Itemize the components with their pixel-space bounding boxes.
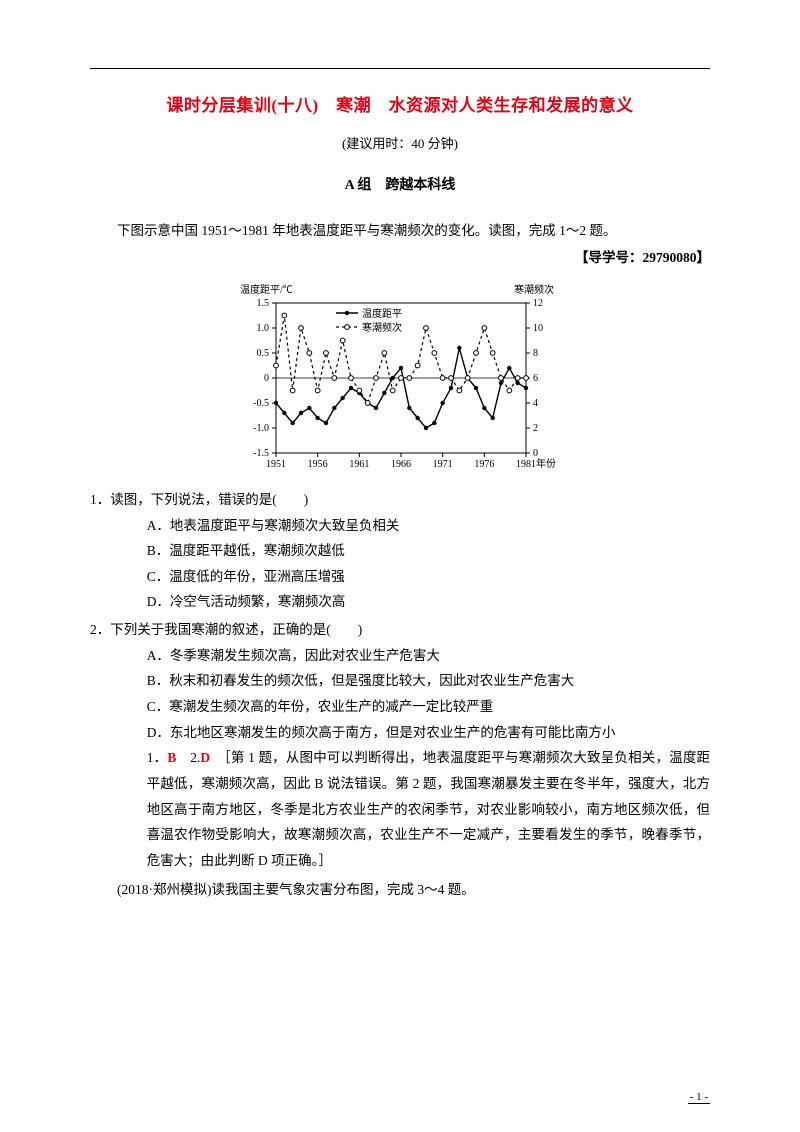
svg-text:-0.5: -0.5 <box>253 398 269 409</box>
reference-code: 【导学号：29790080】 <box>90 245 710 271</box>
time-suggestion: (建议用时：40 分钟) <box>90 132 710 157</box>
ans1: B <box>167 750 176 765</box>
q1-opt-d: D．冷空气活动频繁，寒潮频次高 <box>147 589 710 615</box>
svg-text:温度距平/℃: 温度距平/℃ <box>240 283 293 296</box>
svg-text:1971: 1971 <box>433 459 453 470</box>
ans1-label: 1． <box>147 750 168 765</box>
q1-opt-b: B．温度距平越低，寒潮频次越低 <box>147 538 710 564</box>
svg-text:10: 10 <box>533 323 543 334</box>
svg-text:1966: 1966 <box>391 459 411 470</box>
group-label: A 组 跨越本科线 <box>90 173 710 200</box>
answer-block: 1．B 2.D ［第 1 题，从图中可以判断得出，地表温度距平与寒潮频次大致呈负… <box>147 745 710 873</box>
svg-text:1.5: 1.5 <box>257 298 270 309</box>
page-footer: - 1 - <box>688 1087 710 1108</box>
svg-text:6: 6 <box>533 373 538 384</box>
q1-stem: 1．读图，下列说法，错误的是( ) <box>90 487 710 513</box>
q2-stem: 2．下列关于我国寒潮的叙述，正确的是( ) <box>90 617 710 643</box>
svg-text:2: 2 <box>533 423 538 434</box>
ans2: D <box>200 750 210 765</box>
top-rule <box>90 68 710 69</box>
svg-text:12: 12 <box>533 298 543 309</box>
svg-text:寒潮频次: 寒潮频次 <box>514 283 554 296</box>
page-title: 课时分层集训(十八) 寒潮 水资源对人类生存和发展的意义 <box>90 90 710 122</box>
chart-container: 温度距平/℃ 寒潮频次 -1.5 -1.0 -0.5 0 0.5 1.0 1.5 0 2 4 6 8 10 1… <box>90 277 710 477</box>
q2-opt-a: A．冬季寒潮发生频次高，因此对农业生产危害大 <box>147 643 710 669</box>
q1-opt-c: C．温度低的年份，亚洲高压增强 <box>147 564 710 590</box>
svg-text:1976: 1976 <box>474 459 494 470</box>
svg-text:温度距平: 温度距平 <box>362 307 402 320</box>
svg-text:0: 0 <box>264 373 269 384</box>
svg-text:4: 4 <box>533 398 538 409</box>
svg-text:8: 8 <box>533 348 538 359</box>
q2-options: A．冬季寒潮发生频次高，因此对农业生产危害大 B．秋末和初春发生的频次低，但是强… <box>147 643 710 746</box>
svg-text:-1.5: -1.5 <box>253 448 269 459</box>
explanation: ［第 1 题，从图中可以判断得出，地表温度距平与寒潮频次大致呈负相关，温度距平越… <box>147 750 710 868</box>
page-number: - 1 - <box>688 1091 710 1104</box>
svg-text:1956: 1956 <box>308 459 328 470</box>
svg-text:1.0: 1.0 <box>257 323 270 334</box>
svg-text:1981: 1981 <box>516 459 536 470</box>
q2-opt-d: D．东北地区寒潮发生的频次高于南方，但是对农业生产的危害有可能比南方小 <box>147 720 710 746</box>
q2-opt-c: C．寒潮发生频次高的年份，农业生产的减产一定比较严重 <box>147 694 710 720</box>
temp-freq-chart: 温度距平/℃ 寒潮频次 -1.5 -1.0 -0.5 0 0.5 1.0 1.5 0 2 4 6 8 10 1… <box>230 277 570 477</box>
svg-text:寒潮频次: 寒潮频次 <box>362 321 402 334</box>
ans2-label: 2. <box>176 750 200 765</box>
q2-opt-b: B．秋末和初春发生的频次低，但是强度比较大，因此对农业生产危害大 <box>147 668 710 694</box>
intro-paragraph: 下图示意中国 1951～1981 年地表温度距平与寒潮频次的变化。读图，完成 1… <box>90 218 710 244</box>
post-paragraph: (2018·郑州模拟)读我国主要气象灾害分布图，完成 3～4 题。 <box>90 877 710 903</box>
svg-text:0.5: 0.5 <box>257 348 270 359</box>
svg-text:0: 0 <box>533 448 538 459</box>
svg-text:1961: 1961 <box>349 459 369 470</box>
svg-text:-1.0: -1.0 <box>253 423 269 434</box>
q1-opt-a: A．地表温度距平与寒潮频次大致呈负相关 <box>147 513 710 539</box>
q1-options: A．地表温度距平与寒潮频次大致呈负相关 B．温度距平越低，寒潮频次越低 C．温度… <box>147 513 710 616</box>
svg-text:年份: 年份 <box>536 457 556 470</box>
svg-text:1951: 1951 <box>266 459 286 470</box>
